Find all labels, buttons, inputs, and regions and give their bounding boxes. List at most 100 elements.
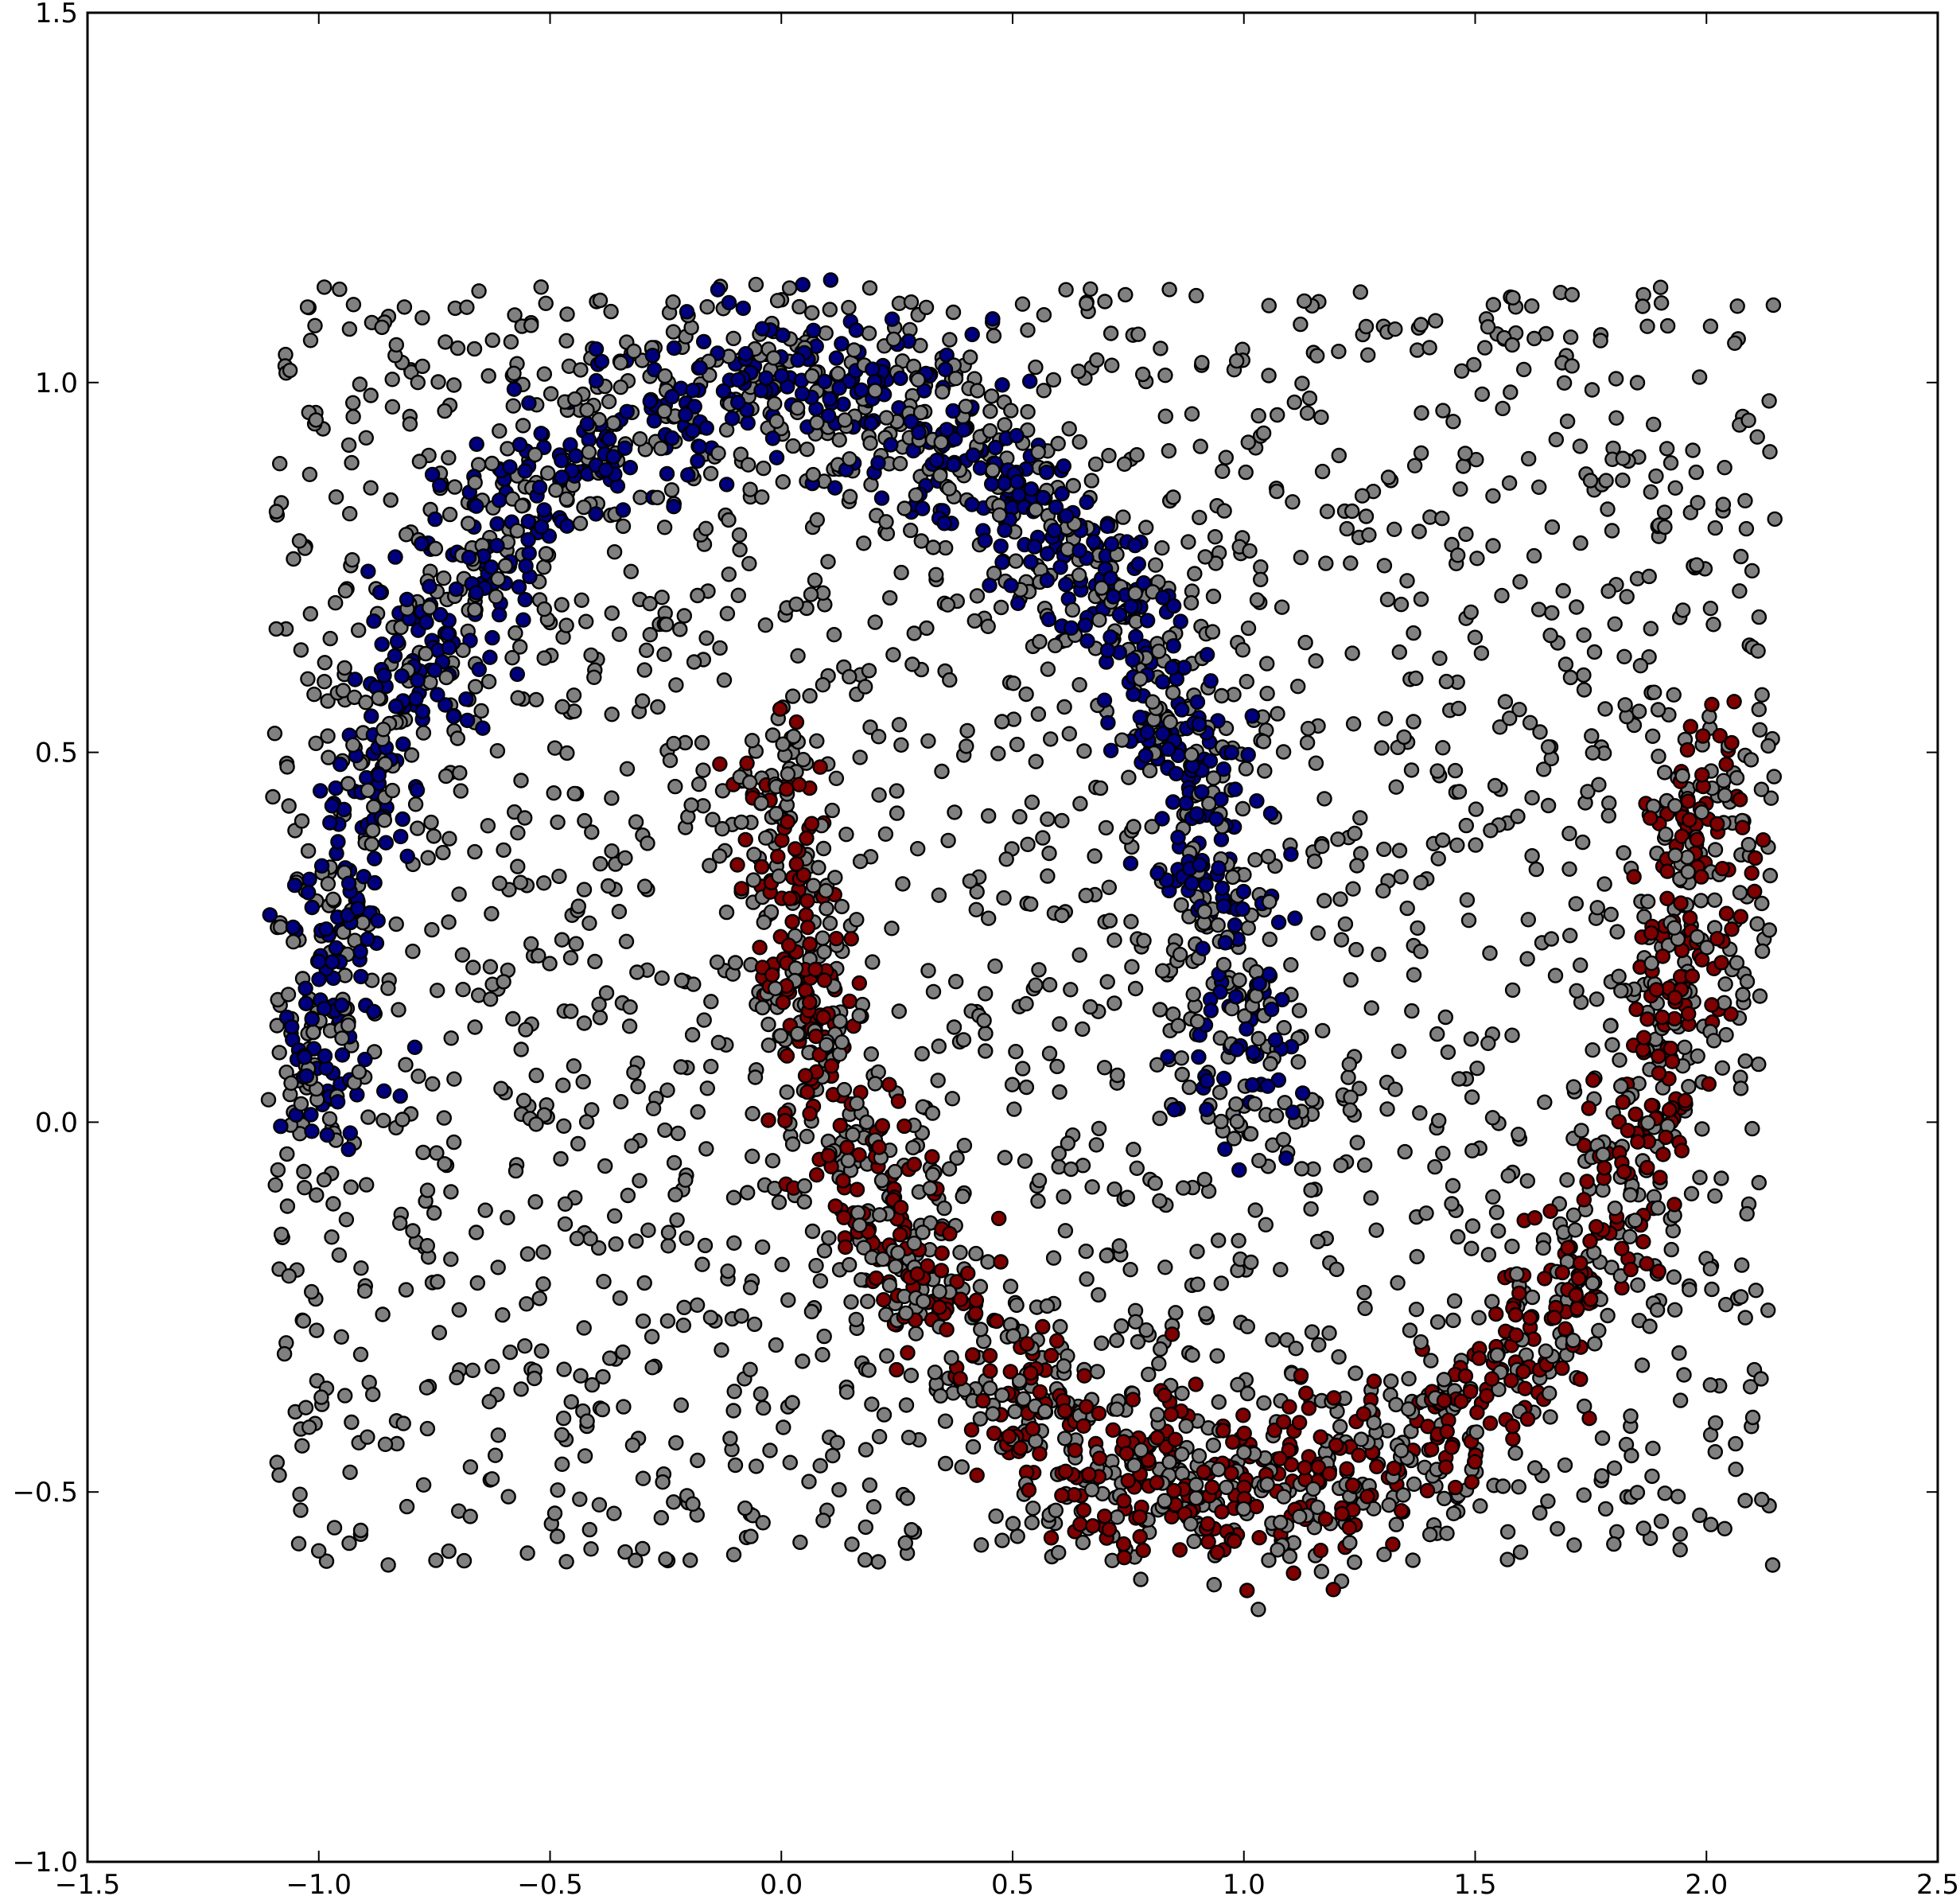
background-point (1005, 1328, 1021, 1344)
background-point (1020, 322, 1036, 338)
background-point (1512, 1544, 1529, 1560)
background-point (796, 1193, 812, 1210)
upper-moon-point (395, 736, 411, 752)
lower-moon-point (900, 1345, 916, 1361)
background-point (1413, 1334, 1429, 1350)
background-point (583, 1541, 599, 1557)
background-point (888, 1259, 904, 1275)
background-point (1009, 1297, 1025, 1314)
lower-moon-point (1351, 1447, 1367, 1463)
background-point (699, 1080, 715, 1096)
background-point (1024, 794, 1040, 810)
background-point (884, 921, 900, 936)
background-point (858, 1114, 875, 1131)
background-point (1671, 1345, 1687, 1361)
background-point (1520, 450, 1537, 467)
background-point (910, 372, 926, 388)
lower-moon-point (990, 1210, 1007, 1227)
background-point (1109, 1067, 1126, 1084)
background-point (343, 1179, 359, 1195)
lower-moon-point (1517, 1380, 1533, 1396)
background-point (1087, 848, 1102, 864)
background-point (1580, 784, 1596, 800)
background-point (1515, 361, 1532, 378)
background-point (447, 479, 463, 495)
upper-moon-point (883, 437, 899, 453)
background-point (997, 417, 1013, 433)
background-point (1737, 493, 1753, 508)
background-point (550, 1528, 566, 1544)
background-point (1075, 1021, 1091, 1038)
y-tick-label: 1.0 (35, 368, 78, 399)
background-point (1071, 434, 1087, 450)
background-point (980, 618, 996, 634)
background-point (1693, 893, 1709, 909)
upper-moon-point (298, 980, 313, 997)
background-point (1313, 409, 1329, 426)
background-point (698, 630, 714, 646)
background-point (1749, 916, 1765, 932)
lower-moon-point (753, 859, 770, 875)
upper-moon-point (370, 913, 386, 929)
background-point (593, 855, 609, 872)
background-point (300, 671, 316, 687)
background-point (1132, 671, 1149, 687)
background-point (1258, 1217, 1274, 1233)
background-point (1499, 1552, 1515, 1567)
lower-moon-point (1344, 1477, 1361, 1493)
background-point (1406, 967, 1422, 983)
lower-moon-point (1508, 1327, 1524, 1343)
lower-moon-point (835, 1173, 851, 1189)
upper-moon-point (619, 403, 635, 419)
upper-moon-point (301, 885, 317, 901)
background-point (1040, 811, 1056, 827)
background-point (878, 410, 895, 426)
lower-moon-point (1072, 1516, 1088, 1532)
background-point (1740, 412, 1756, 428)
upper-moon-point (1138, 748, 1154, 764)
upper-moon-point (730, 395, 746, 411)
background-point (809, 733, 825, 749)
background-point (653, 1509, 669, 1526)
background-point (799, 442, 815, 457)
background-point (741, 774, 758, 790)
background-point (477, 1202, 493, 1218)
background-point (554, 932, 570, 948)
lower-moon-point (1334, 1505, 1350, 1522)
upper-moon-point (1214, 880, 1231, 897)
lower-moon-point (1639, 1256, 1655, 1272)
lower-moon-point (838, 1239, 854, 1256)
background-point (535, 1276, 551, 1292)
background-point (1754, 943, 1771, 960)
lower-moon-point (1132, 1509, 1148, 1525)
lower-moon-point (1043, 1530, 1060, 1546)
lower-moon-point (849, 1182, 865, 1197)
background-point (1639, 318, 1655, 334)
upper-moon-point (1270, 914, 1287, 931)
background-point (1688, 464, 1705, 481)
background-point (271, 1045, 287, 1061)
background-point (1118, 286, 1134, 303)
background-point (1705, 617, 1721, 633)
background-point (1376, 558, 1393, 574)
background-point (490, 1427, 507, 1443)
lower-moon-point (924, 1149, 940, 1165)
background-point (1071, 947, 1087, 964)
lower-moon-point (1167, 1431, 1184, 1448)
lower-moon-point (799, 830, 815, 847)
upper-moon-point (1103, 536, 1120, 552)
upper-moon-point (1026, 539, 1043, 555)
upper-moon-point (364, 708, 379, 724)
background-point (1524, 1289, 1541, 1306)
background-point (1242, 1254, 1259, 1271)
background-point (1270, 706, 1285, 722)
background-point (931, 1283, 947, 1300)
background-point (578, 1114, 595, 1130)
background-point (850, 1205, 866, 1221)
background-point (423, 814, 439, 831)
background-point (666, 1494, 682, 1510)
background-point (1154, 540, 1170, 556)
background-point (1524, 847, 1540, 864)
background-point (1111, 1238, 1127, 1254)
background-point (1507, 1445, 1523, 1462)
